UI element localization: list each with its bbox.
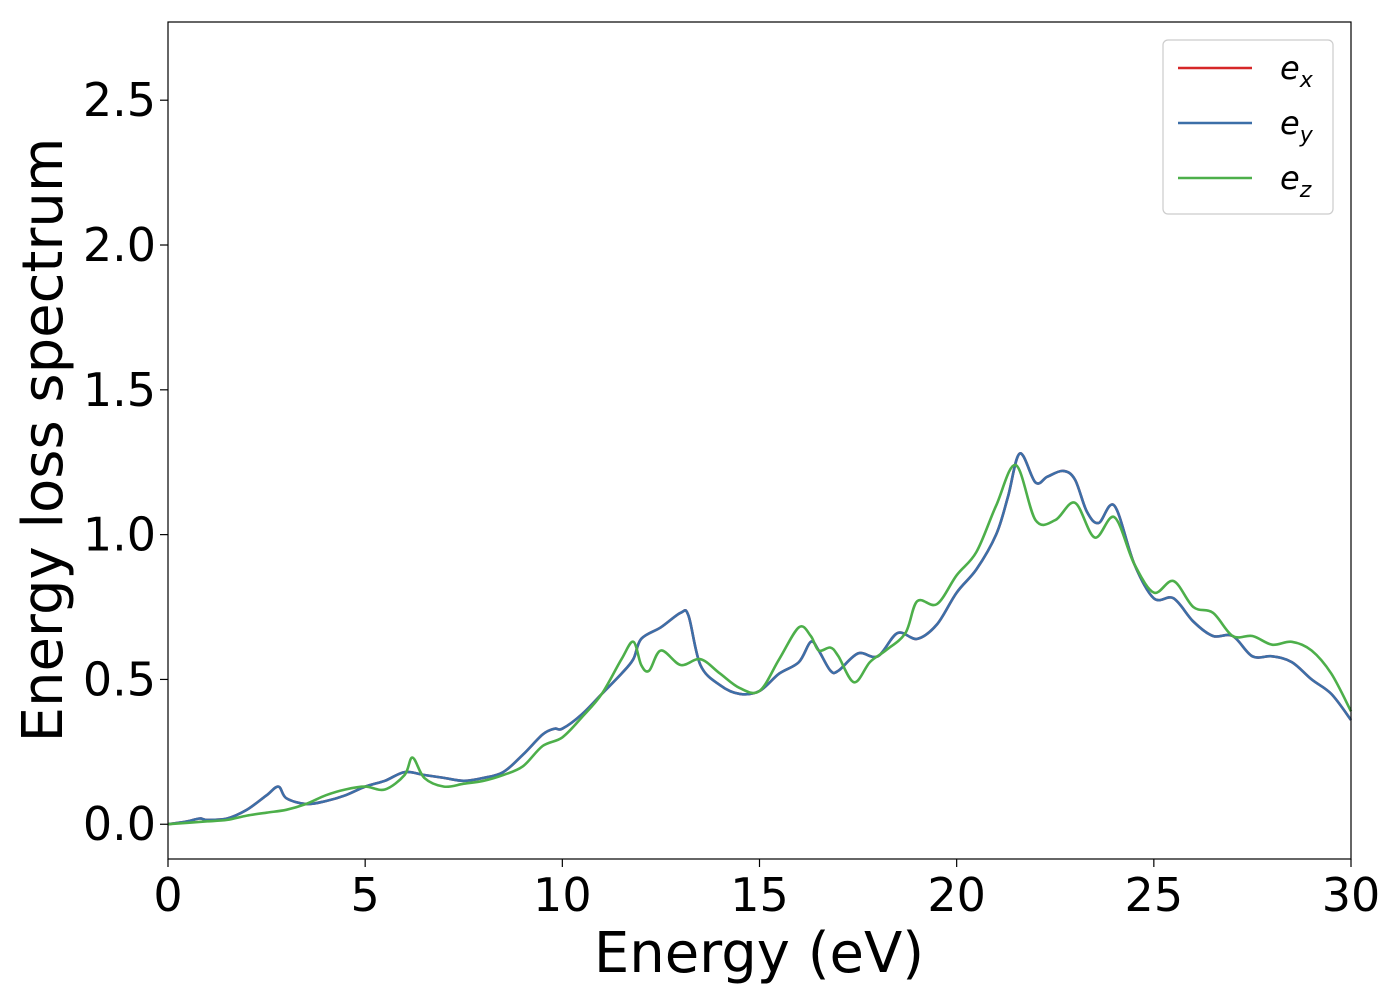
legend-box: [1162, 39, 1334, 215]
x-tick-label: 0: [153, 868, 182, 922]
y-tick-label: 0.5: [83, 652, 156, 706]
x-tick-label: 25: [1125, 868, 1184, 922]
series-layer: [167, 452, 1353, 826]
x-tick-label: 10: [533, 868, 592, 922]
series-line-z: [167, 463, 1353, 826]
x-axis: 0 5 10 15 20 25 30: [153, 859, 1380, 922]
x-tick-label: 30: [1322, 868, 1381, 922]
y-tick-label: 1.5: [83, 363, 156, 417]
y-tick-label: 0.0: [83, 797, 156, 851]
y-tick-label: 1.0: [83, 508, 156, 562]
x-tick-label: 5: [351, 868, 380, 922]
x-tick-label: 20: [927, 868, 986, 922]
y-axis: 0.0 0.5 1.0 1.5 2.0 2.5: [83, 73, 168, 851]
y-tick-label: 2.5: [83, 73, 156, 127]
x-tick-label: 15: [730, 868, 789, 922]
y-axis-title: Energy loss spectrum: [11, 138, 76, 743]
y-tick-label: 2.0: [83, 218, 156, 272]
x-axis-title: Energy (eV): [594, 921, 924, 986]
